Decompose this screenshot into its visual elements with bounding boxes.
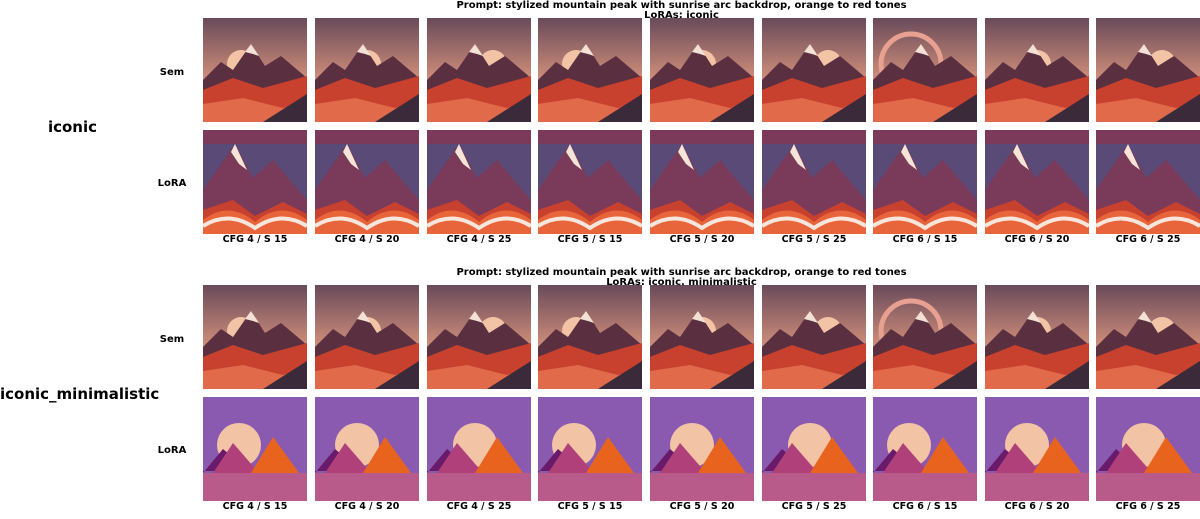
column-label: CFG 5 / S 15 bbox=[557, 501, 623, 512]
generated-image-tile bbox=[650, 18, 754, 122]
generated-image-tile bbox=[762, 397, 866, 501]
row-label-lora: LoRA bbox=[157, 178, 187, 189]
generated-image-tile bbox=[985, 397, 1089, 501]
generated-image-tile bbox=[315, 397, 419, 501]
generated-image-tile bbox=[873, 285, 977, 389]
column-label: CFG 4 / S 15 bbox=[222, 501, 288, 512]
row-label-sem: Sem bbox=[159, 334, 185, 345]
column-label: CFG 5 / S 20 bbox=[669, 501, 735, 512]
section-loras-title: LoRAs: iconic, minimalistic bbox=[606, 277, 757, 288]
generated-image-tile bbox=[538, 397, 642, 501]
generated-image-tile bbox=[315, 285, 419, 389]
section-label: iconic bbox=[47, 118, 98, 136]
column-label: CFG 6 / S 20 bbox=[1004, 501, 1070, 512]
generated-image-tile bbox=[427, 130, 531, 234]
generated-image-tile bbox=[873, 18, 977, 122]
generated-image-tile bbox=[762, 18, 866, 122]
generated-image-tile bbox=[427, 397, 531, 501]
column-label: CFG 5 / S 25 bbox=[781, 501, 847, 512]
column-label: CFG 4 / S 20 bbox=[334, 234, 400, 245]
generated-image-tile bbox=[762, 130, 866, 234]
column-label: CFG 4 / S 25 bbox=[446, 234, 512, 245]
section-loras-title: LoRAs: iconic bbox=[644, 10, 719, 21]
column-label: CFG 6 / S 15 bbox=[892, 234, 958, 245]
generated-image-tile bbox=[1096, 285, 1200, 389]
column-label: CFG 6 / S 25 bbox=[1115, 501, 1181, 512]
generated-image-tile bbox=[203, 397, 307, 501]
generated-image-tile bbox=[650, 130, 754, 234]
generated-image-tile bbox=[873, 130, 977, 234]
column-label: CFG 6 / S 15 bbox=[892, 501, 958, 512]
section-label: iconic_minimalistic bbox=[0, 385, 160, 403]
generated-image-tile bbox=[873, 397, 977, 501]
generated-image-tile bbox=[427, 18, 531, 122]
column-label: CFG 4 / S 15 bbox=[222, 234, 288, 245]
generated-image-tile bbox=[762, 285, 866, 389]
generated-image-tile bbox=[427, 285, 531, 389]
generated-image-tile bbox=[203, 130, 307, 234]
generated-image-tile bbox=[203, 18, 307, 122]
column-label: CFG 6 / S 20 bbox=[1004, 234, 1070, 245]
row-label-lora: LoRA bbox=[157, 445, 187, 456]
column-label: CFG 5 / S 15 bbox=[557, 234, 623, 245]
generated-image-tile bbox=[1096, 18, 1200, 122]
column-label: CFG 4 / S 20 bbox=[334, 501, 400, 512]
generated-image-tile bbox=[1096, 130, 1200, 234]
section-prompt-title: Prompt: stylized mountain peak with sunr… bbox=[456, 0, 907, 11]
generated-image-tile bbox=[985, 285, 1089, 389]
generated-image-tile bbox=[315, 130, 419, 234]
generated-image-tile bbox=[1096, 397, 1200, 501]
column-label: CFG 4 / S 25 bbox=[446, 501, 512, 512]
generated-image-tile bbox=[538, 130, 642, 234]
generated-image-tile bbox=[203, 285, 307, 389]
row-label-sem: Sem bbox=[159, 67, 185, 78]
generated-image-tile bbox=[650, 285, 754, 389]
generated-image-tile bbox=[315, 18, 419, 122]
column-label: CFG 6 / S 25 bbox=[1115, 234, 1181, 245]
column-label: CFG 5 / S 25 bbox=[781, 234, 847, 245]
generated-image-tile bbox=[650, 397, 754, 501]
column-label: CFG 5 / S 20 bbox=[669, 234, 735, 245]
generated-image-tile bbox=[985, 18, 1089, 122]
section-prompt-title: Prompt: stylized mountain peak with sunr… bbox=[456, 267, 907, 278]
generated-image-tile bbox=[538, 18, 642, 122]
generated-image-tile bbox=[985, 130, 1089, 234]
generated-image-tile bbox=[538, 285, 642, 389]
